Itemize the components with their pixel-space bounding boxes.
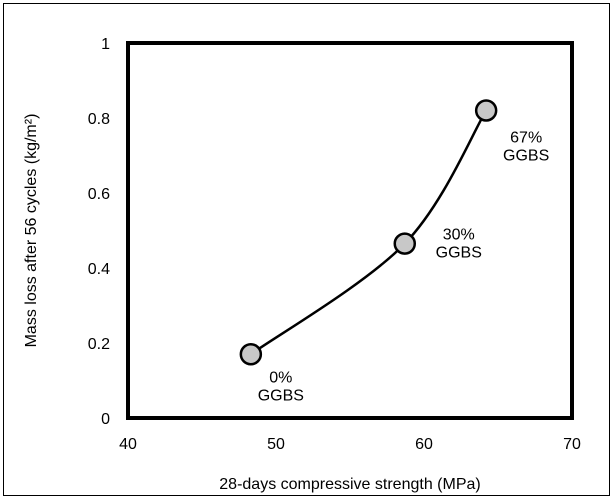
x-tick-label: 50 [267, 436, 285, 453]
data-point [239, 343, 263, 366]
point-label: 30% [443, 227, 475, 244]
point-label: GGBS [258, 387, 304, 404]
point-label: 67% [510, 130, 542, 147]
figure-frame [3, 3, 610, 496]
data-markers [239, 99, 498, 366]
y-tick-label: 0.8 [88, 111, 110, 128]
data-point [393, 232, 417, 255]
x-tick-label: 40 [119, 436, 137, 453]
y-tick-label: 0.4 [88, 261, 110, 278]
y-tick-label: 1 [101, 36, 110, 53]
y-tick-label: 0 [101, 411, 110, 428]
point-label: GGBS [503, 148, 549, 165]
y-axis-label: Mass loss after 56 cycles (kg/m²) [23, 114, 40, 348]
point-label: 0% [269, 369, 292, 386]
y-tick-label: 0.6 [88, 186, 110, 203]
y-tick-label: 0.2 [88, 336, 110, 353]
x-axis-ticks: 40 50 60 70 [119, 436, 581, 453]
point-label: GGBS [436, 245, 482, 262]
y-axis-ticks: 0 0.2 0.4 0.6 0.8 1 [88, 36, 110, 428]
x-tick-label: 60 [415, 436, 433, 453]
x-tick-label: 70 [563, 436, 581, 453]
plot-area [126, 41, 574, 420]
data-point [474, 99, 498, 122]
x-axis-label: 28-days compressive strength (MPa) [219, 476, 480, 493]
